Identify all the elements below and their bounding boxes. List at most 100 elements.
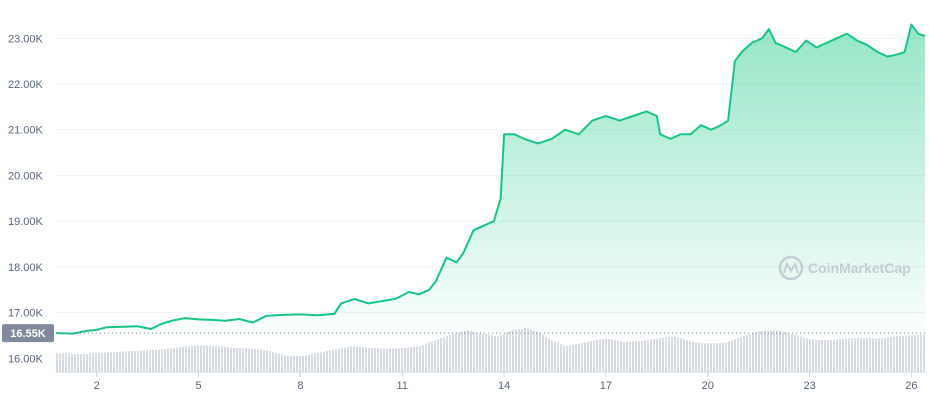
- volume-bar: [461, 331, 463, 372]
- volume-bar: [617, 340, 619, 372]
- volume-bar: [575, 344, 577, 372]
- volume-bar: [755, 332, 757, 372]
- volume-bar: [98, 353, 100, 372]
- watermark-text: CoinMarketCap: [808, 260, 911, 276]
- volume-bar: [188, 346, 190, 372]
- x-tick-label: 11: [397, 380, 408, 392]
- price-area-fill: [56, 24, 925, 334]
- volume-bar: [299, 356, 301, 372]
- volume-bar: [761, 330, 763, 372]
- volume-bar: [584, 342, 586, 372]
- volume-bar: [350, 346, 352, 372]
- volume-bar: [419, 346, 421, 372]
- volume-bar: [569, 345, 571, 372]
- volume-bar: [746, 335, 748, 372]
- volume-bar: [716, 343, 718, 372]
- volume-bar: [815, 339, 817, 372]
- volume-bar: [479, 333, 481, 372]
- volume-bar: [368, 347, 370, 372]
- volume-bar: [539, 332, 541, 372]
- volume-bar: [488, 334, 490, 372]
- volume-bar: [422, 344, 424, 372]
- volume-bar: [371, 347, 373, 372]
- volume-bar: [623, 341, 625, 372]
- volume-bar: [779, 331, 781, 372]
- volume-bar: [353, 346, 355, 372]
- volume-bar: [650, 339, 652, 372]
- x-axis: 2 5 8 11 14 17 20 23 26: [56, 371, 925, 392]
- volume-bar: [344, 347, 346, 372]
- volume-bar: [440, 338, 442, 372]
- y-tick-label: 18.00K: [8, 262, 44, 274]
- volume-bar: [728, 341, 730, 372]
- volume-bar: [389, 348, 391, 372]
- volume-bar: [308, 354, 310, 372]
- volume-bar: [293, 355, 295, 372]
- volume-bar: [83, 354, 85, 372]
- volume-bar: [407, 347, 409, 372]
- volume-bar: [653, 339, 655, 372]
- volume-bar: [512, 330, 514, 372]
- volume-bar: [197, 345, 199, 372]
- volume-bar: [392, 348, 394, 372]
- x-tick-label: 17: [600, 380, 612, 392]
- volume-bar: [668, 337, 670, 372]
- volume-bar: [521, 328, 523, 372]
- volume-bar: [290, 355, 292, 372]
- volume-bar: [548, 338, 550, 372]
- volume-bar: [830, 339, 832, 372]
- volume-bar: [404, 347, 406, 372]
- volume-bar: [158, 349, 160, 372]
- volume-bar: [866, 337, 868, 372]
- volume-bar: [611, 339, 613, 372]
- volume-bar: [107, 352, 109, 372]
- volume-bar: [287, 355, 289, 372]
- volume-bar: [836, 339, 838, 372]
- volume-bar: [71, 353, 73, 372]
- volume-bar: [74, 354, 76, 372]
- volume-bar: [704, 343, 706, 372]
- volume-bar: [614, 340, 616, 372]
- volume-bar: [845, 338, 847, 372]
- volume-bar: [875, 338, 877, 372]
- reference-line: 16.55K: [2, 324, 925, 343]
- volume-bar: [503, 333, 505, 372]
- volume-bar: [839, 339, 841, 372]
- volume-bar: [911, 335, 913, 372]
- volume-bar: [599, 339, 601, 372]
- volume-bar: [104, 352, 106, 372]
- volume-bar: [869, 338, 871, 372]
- volume-bar: [734, 339, 736, 372]
- volume-bar: [128, 351, 130, 372]
- volume-bar: [221, 346, 223, 372]
- volume-bar: [212, 345, 214, 372]
- volume-bar: [137, 350, 139, 372]
- volume-bar: [803, 337, 805, 372]
- volume-bar: [143, 350, 145, 372]
- volume-bar: [662, 337, 664, 372]
- volume-bar: [506, 332, 508, 372]
- x-tick-label: 20: [702, 380, 714, 392]
- volume-bar: [224, 346, 226, 372]
- volume-bar: [923, 334, 925, 372]
- volume-bar: [527, 328, 529, 372]
- volume-bar: [626, 341, 628, 372]
- volume-bar: [359, 346, 361, 372]
- volume-bar: [56, 353, 58, 372]
- volume-bar: [914, 335, 916, 372]
- volume-bar: [116, 351, 118, 372]
- volume-bar: [644, 340, 646, 372]
- volume-bar: [491, 335, 493, 372]
- volume-bar: [758, 331, 760, 372]
- volume-bar: [545, 336, 547, 372]
- volume-bar: [497, 336, 499, 372]
- volume-bar: [677, 337, 679, 372]
- volume-bar: [77, 354, 79, 372]
- volume-bar: [152, 349, 154, 372]
- volume-bar: [557, 342, 559, 372]
- volume-bar: [713, 343, 715, 372]
- volume-bar: [254, 349, 256, 372]
- volume-bar: [593, 340, 595, 372]
- volume-bar: [482, 333, 484, 372]
